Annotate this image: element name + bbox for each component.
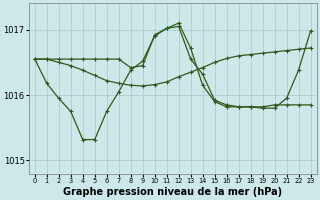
X-axis label: Graphe pression niveau de la mer (hPa): Graphe pression niveau de la mer (hPa) (63, 187, 282, 197)
